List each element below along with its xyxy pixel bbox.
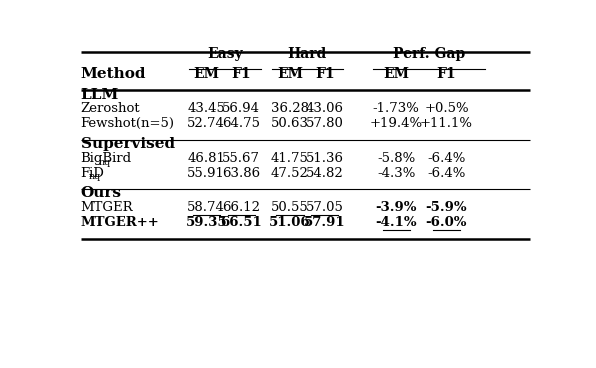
Text: 43.06: 43.06 [306, 102, 344, 115]
Text: MTGER: MTGER [80, 201, 134, 214]
Text: MTGER++: MTGER++ [80, 216, 160, 229]
Text: -5.8%: -5.8% [377, 152, 415, 165]
Text: 58.74: 58.74 [187, 201, 225, 214]
Text: 43.45: 43.45 [187, 102, 225, 115]
Text: 57.05: 57.05 [306, 201, 344, 214]
Text: 66.51: 66.51 [221, 216, 262, 229]
Text: Zeroshot: Zeroshot [80, 102, 140, 115]
Text: 57.91: 57.91 [304, 216, 346, 229]
Text: nq: nq [89, 172, 101, 181]
Text: 36.28: 36.28 [271, 102, 309, 115]
Text: Method: Method [80, 67, 146, 81]
Text: -4.3%: -4.3% [377, 167, 415, 180]
Text: 55.67: 55.67 [222, 152, 260, 165]
Text: FiD: FiD [80, 167, 104, 180]
Text: 54.82: 54.82 [306, 167, 344, 180]
Text: 51.06: 51.06 [269, 216, 311, 229]
Text: -6.4%: -6.4% [427, 152, 465, 165]
Text: Fewshot(n=5): Fewshot(n=5) [80, 117, 175, 130]
Text: 51.36: 51.36 [306, 152, 344, 165]
Text: Hard: Hard [287, 47, 327, 61]
Text: 50.63: 50.63 [271, 117, 309, 130]
Text: 63.86: 63.86 [222, 167, 260, 180]
Text: 52.74: 52.74 [187, 117, 225, 130]
Text: 56.94: 56.94 [222, 102, 260, 115]
Text: BigBird: BigBird [80, 152, 132, 165]
Text: EM: EM [383, 67, 409, 81]
Text: +0.5%: +0.5% [424, 102, 469, 115]
Text: 46.81: 46.81 [187, 152, 225, 165]
Text: F1: F1 [315, 67, 334, 81]
Text: +19.4%: +19.4% [370, 117, 423, 130]
Text: 66.12: 66.12 [222, 201, 260, 214]
Text: EM: EM [277, 67, 303, 81]
Text: Perf. Gap: Perf. Gap [393, 47, 465, 61]
Text: F1: F1 [231, 67, 251, 81]
Text: -5.9%: -5.9% [426, 201, 467, 214]
Text: +11.1%: +11.1% [420, 117, 473, 130]
Text: 55.91: 55.91 [187, 167, 225, 180]
Text: 50.55: 50.55 [271, 201, 309, 214]
Text: 41.75: 41.75 [271, 152, 309, 165]
Text: 59.35: 59.35 [185, 216, 227, 229]
Text: 57.80: 57.80 [306, 117, 344, 130]
Text: -1.73%: -1.73% [372, 102, 420, 115]
Text: Easy: Easy [207, 47, 243, 61]
Text: -6.0%: -6.0% [426, 216, 467, 229]
Text: 64.75: 64.75 [222, 117, 260, 130]
Text: -4.1%: -4.1% [375, 216, 417, 229]
Text: Supervised: Supervised [80, 137, 175, 151]
Text: nq: nq [99, 158, 111, 167]
Text: -3.9%: -3.9% [375, 201, 417, 214]
Text: F1: F1 [437, 67, 457, 81]
Text: -6.4%: -6.4% [427, 167, 465, 180]
Text: EM: EM [193, 67, 219, 81]
Text: LLM: LLM [80, 88, 119, 102]
Text: 47.52: 47.52 [271, 167, 309, 180]
Text: Ours: Ours [80, 187, 122, 201]
